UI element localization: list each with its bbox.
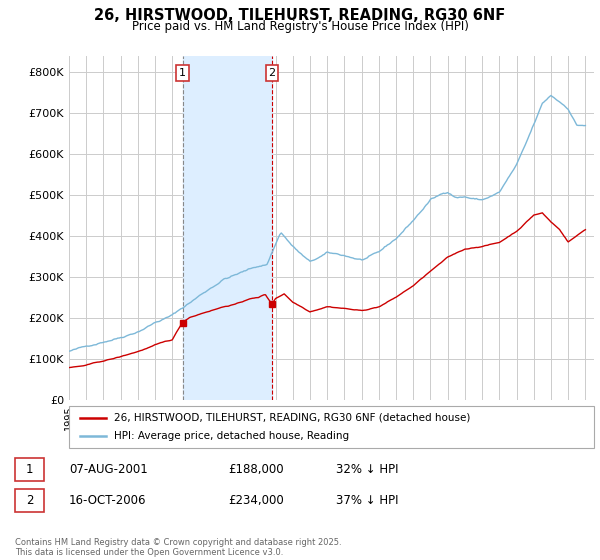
Text: 1: 1 bbox=[179, 68, 186, 78]
FancyBboxPatch shape bbox=[69, 406, 594, 448]
Text: Contains HM Land Registry data © Crown copyright and database right 2025.
This d: Contains HM Land Registry data © Crown c… bbox=[15, 538, 341, 557]
Text: 26, HIRSTWOOD, TILEHURST, READING, RG30 6NF (detached house): 26, HIRSTWOOD, TILEHURST, READING, RG30 … bbox=[113, 413, 470, 423]
Text: 07-AUG-2001: 07-AUG-2001 bbox=[69, 463, 148, 477]
Text: 32% ↓ HPI: 32% ↓ HPI bbox=[336, 463, 398, 477]
Bar bbox=[182, 56, 272, 400]
Text: £188,000: £188,000 bbox=[228, 463, 284, 477]
Text: HPI: Average price, detached house, Reading: HPI: Average price, detached house, Read… bbox=[113, 431, 349, 441]
Text: £234,000: £234,000 bbox=[228, 494, 284, 507]
FancyBboxPatch shape bbox=[15, 489, 44, 512]
Text: 37% ↓ HPI: 37% ↓ HPI bbox=[336, 494, 398, 507]
Text: 2: 2 bbox=[268, 68, 275, 78]
Text: Price paid vs. HM Land Registry's House Price Index (HPI): Price paid vs. HM Land Registry's House … bbox=[131, 20, 469, 32]
Text: 2: 2 bbox=[26, 494, 33, 507]
FancyBboxPatch shape bbox=[15, 458, 44, 482]
Text: 26, HIRSTWOOD, TILEHURST, READING, RG30 6NF: 26, HIRSTWOOD, TILEHURST, READING, RG30 … bbox=[94, 8, 506, 24]
Text: 16-OCT-2006: 16-OCT-2006 bbox=[69, 494, 146, 507]
Text: 1: 1 bbox=[26, 463, 33, 477]
